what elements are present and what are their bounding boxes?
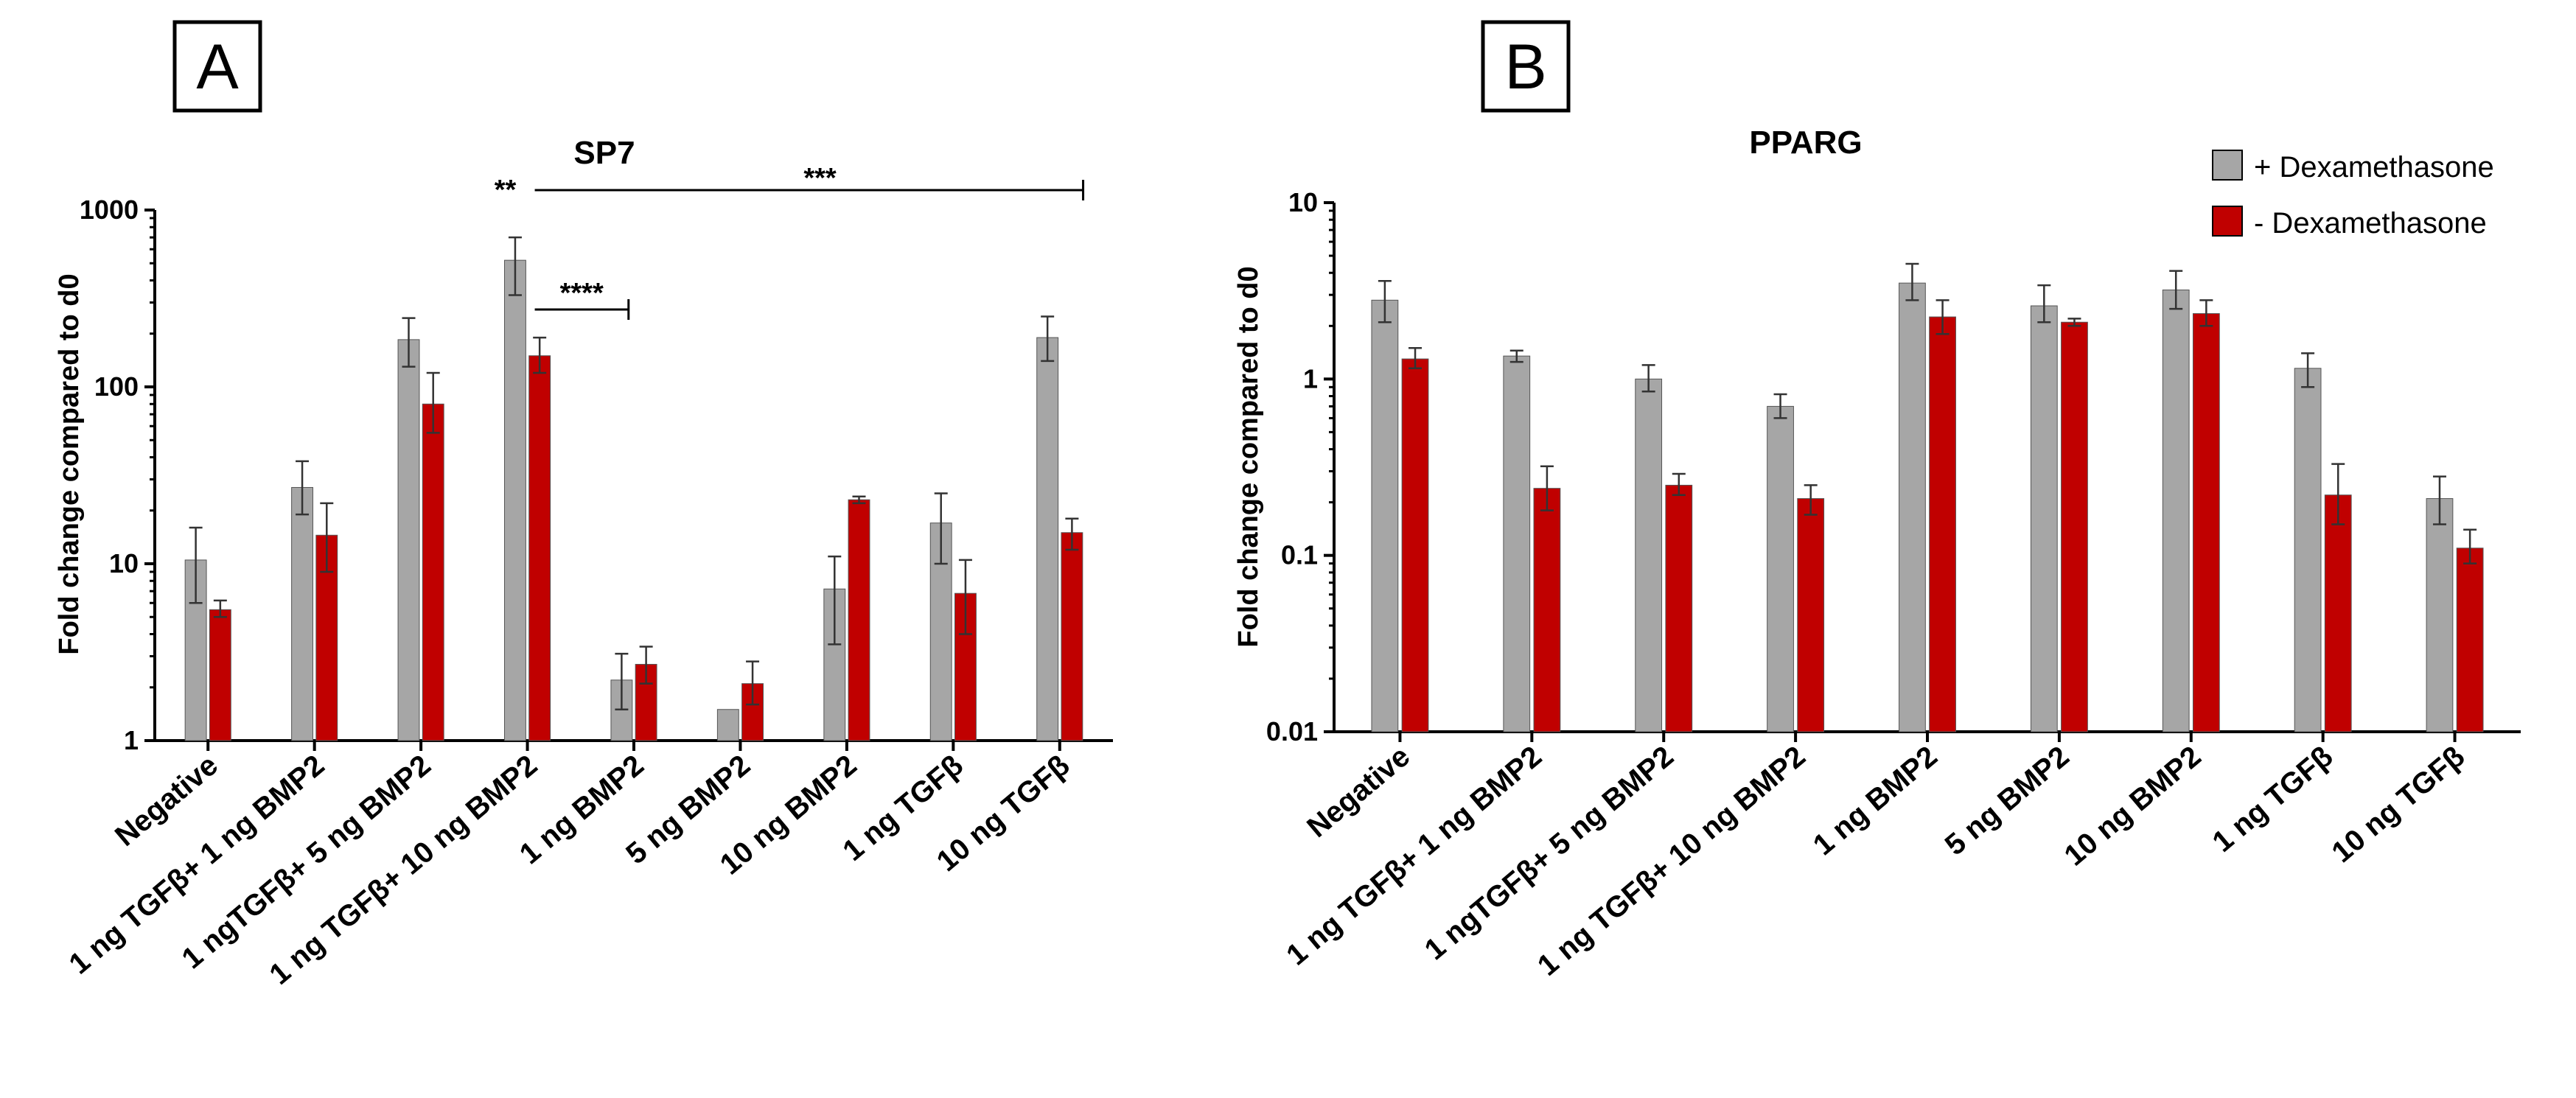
legend: + Dexamethasone - Dexamethasone — [2212, 150, 2494, 239]
chart-b-category-label: 10 ng BMP2 — [2059, 740, 2207, 872]
chart-a-significance-label: **** — [560, 278, 604, 309]
chart-a-bar — [528, 355, 551, 741]
chart-b-category-label: 1 ngTGFβ+ 5 ng BMP2 — [1419, 740, 1680, 966]
chart-b-category-label: 1 ng TGFβ — [2207, 740, 2339, 859]
chart-b-bar — [1929, 316, 1956, 732]
chart-a-bar — [397, 339, 420, 741]
chart-a-title: SP7 — [573, 135, 635, 171]
panel-b-label-box — [1481, 20, 1571, 113]
chart-a-y-tick-label: 1 — [124, 725, 139, 755]
chart-b-bar — [2030, 305, 2058, 732]
chart-b-bar — [2426, 498, 2454, 732]
chart-a-bar — [848, 499, 870, 741]
chart-b-category-label: 5 ng BMP2 — [1939, 740, 2076, 861]
chart-a-bar — [291, 486, 314, 741]
panel-a-label-box — [172, 20, 262, 113]
panel-a: A SP7 Fold change compared to d0 1 10 100 1… — [54, 20, 1113, 991]
panel-a-label: A — [196, 32, 239, 102]
chart-b-bar — [1767, 405, 1794, 732]
chart-a-y-axis-title: Fold change compared to d0 — [54, 273, 85, 654]
chart-a-bar — [209, 609, 231, 741]
chart-a-significance-label: *** — [803, 163, 837, 194]
chart-a-significance-label: ** — [495, 175, 517, 206]
legend-swatch-minus-dexamethasone — [2212, 206, 2243, 237]
chart-a-bar — [823, 588, 846, 741]
chart-b-category-label: 1 ng TGFβ+ 1 ng BMP2 — [1280, 740, 1548, 971]
chart-b-y-tick-label: 0.01 — [1266, 716, 1318, 746]
chart-a-y-tick-label: 1000 — [80, 195, 139, 225]
chart-b-y-tick-label: 0.1 — [1281, 540, 1318, 570]
chart-a-y-tick-label: 100 — [94, 371, 139, 402]
chart-b-bar — [2061, 321, 2088, 732]
legend-label-minus-dexamethasone: - Dexamethasone — [2254, 207, 2487, 239]
chart-a-y-tick-label: 10 — [109, 548, 139, 578]
chart-b-bar — [1401, 358, 1429, 732]
chart-b-bar — [2162, 289, 2190, 732]
chart-a-bar — [1036, 337, 1059, 741]
legend-label-plus-dexamethasone: + Dexamethasone — [2254, 151, 2494, 183]
chart-b-bar — [1899, 282, 1926, 732]
chart-a-bar — [1061, 532, 1083, 741]
chart-b-bar — [1371, 299, 1399, 732]
chart-b-bar — [2294, 368, 2322, 732]
chart-b-bar — [2456, 548, 2484, 732]
chart-b-bar — [2192, 313, 2220, 732]
chart-b-y-axis-title: Fold change compared to d0 — [1233, 266, 1264, 647]
chart-b-bar — [1797, 498, 1825, 732]
chart-b-y-tick-label: 10 — [1288, 187, 1318, 217]
chart-a-bar — [422, 403, 444, 741]
chart-b-title: PPARG — [1749, 125, 1862, 161]
chart-b-category-label: 1 ng TGFβ+ 10 ng BMP2 — [1532, 740, 1812, 982]
chart-b-bar — [1665, 484, 1693, 732]
panel-b-label: B — [1504, 32, 1546, 102]
chart-b-bar — [1503, 355, 1531, 732]
chart-b-bar — [2324, 494, 2352, 732]
chart-b-bar — [1533, 488, 1561, 732]
chart-b-category-label: Negative — [1301, 740, 1416, 844]
chart-b-category-label: 10 ng TGFβ — [2326, 740, 2471, 869]
chart-b-category-label: 1 ng BMP2 — [1807, 740, 1944, 861]
chart-b-bar — [1635, 378, 1663, 732]
chart-a-bar — [716, 709, 739, 741]
chart-a-bar — [504, 259, 526, 741]
chart-a-bar — [741, 683, 764, 741]
chart-b-y-tick-label: 1 — [1303, 363, 1318, 394]
legend-swatch-plus-dexamethasone — [2212, 150, 2243, 181]
